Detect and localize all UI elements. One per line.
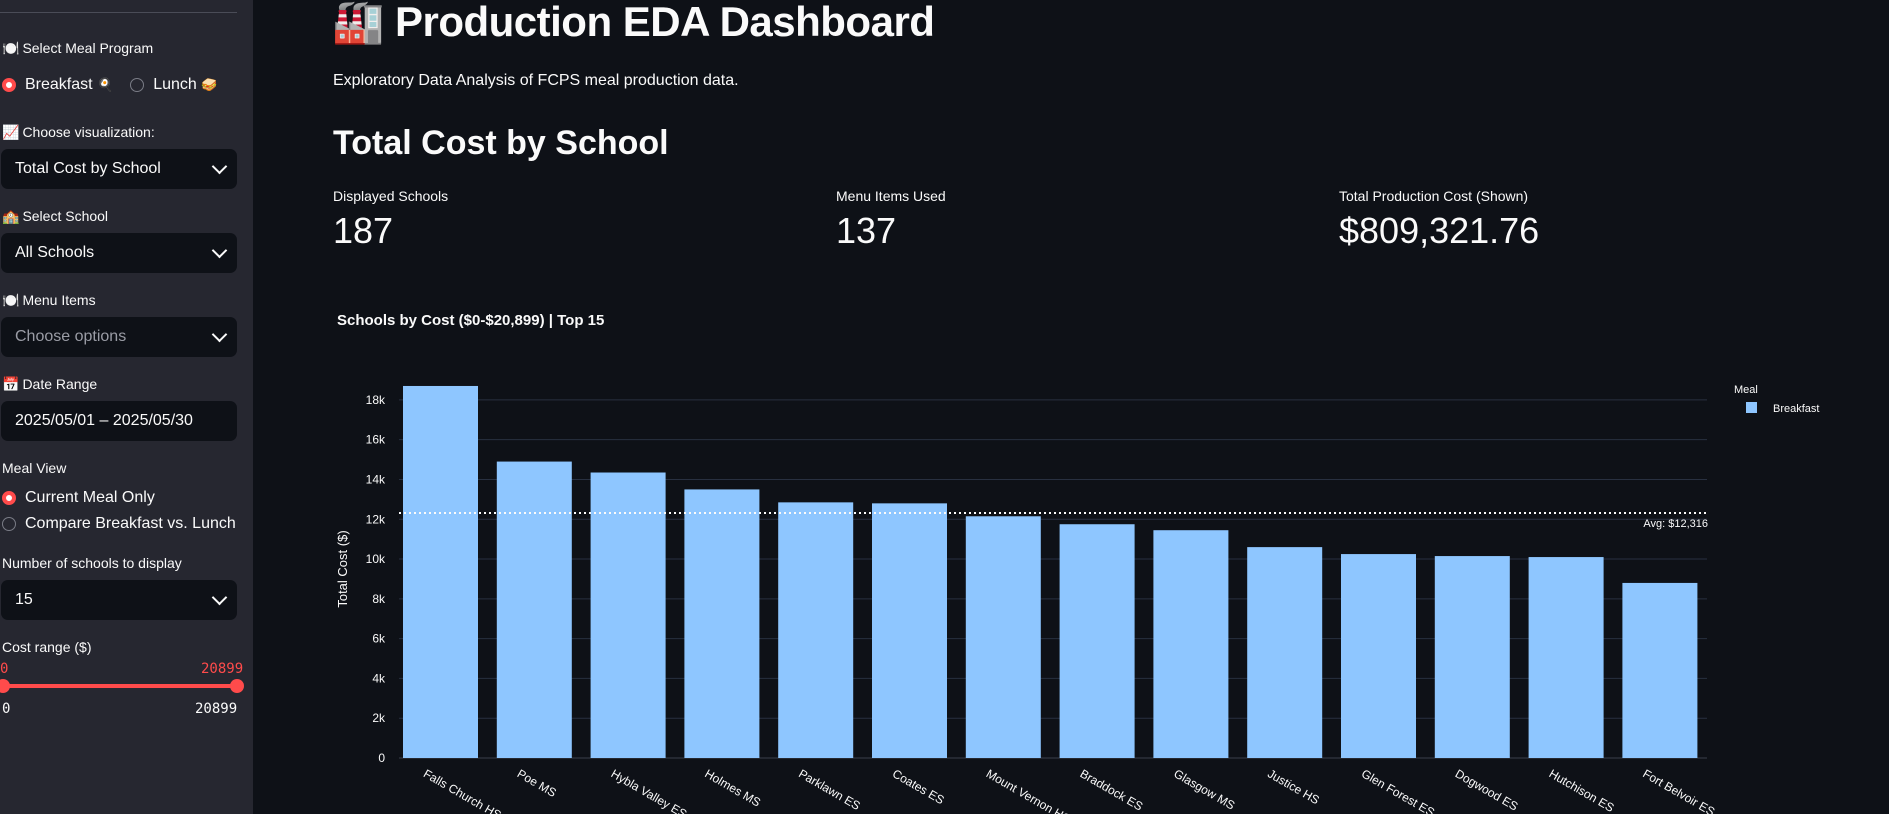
radio-lunch[interactable]: Lunch 🥪 xyxy=(130,76,217,94)
slider-max-label: 20899 xyxy=(195,701,238,717)
bar[interactable] xyxy=(1622,582,1698,758)
radio-selected-icon[interactable] xyxy=(2,78,16,92)
x-tick-label: Hutchison ES xyxy=(1547,766,1617,814)
radio-unselected-icon[interactable] xyxy=(2,517,16,531)
menu-items-label: 🍽️ Menu Items xyxy=(2,292,96,308)
x-tick-label: Mount Vernon HS xyxy=(984,766,1073,814)
legend-title: Meal xyxy=(1734,384,1758,396)
y-tick-label: 14k xyxy=(366,472,386,486)
menu-items-multiselect[interactable]: Choose options xyxy=(1,317,237,357)
page-subtitle: Exploratory Data Analysis of FCPS meal p… xyxy=(333,72,739,89)
x-tick-label: Falls Church HS xyxy=(421,766,504,814)
radio-current-meal[interactable]: Current Meal Only xyxy=(2,489,155,507)
num-schools-label: Number of schools to display xyxy=(2,555,182,571)
metric-displayed-schools-label: Displayed Schools xyxy=(333,188,449,204)
x-tick-label: Parklawn ES xyxy=(796,766,862,812)
metric-total-cost-label: Total Production Cost (Shown) xyxy=(1339,188,1529,204)
x-tick-label: Holmes MS xyxy=(702,766,763,809)
legend-swatch[interactable] xyxy=(1746,402,1757,413)
y-tick-label: 6k xyxy=(372,632,386,646)
x-tick-label: Dogwood ES xyxy=(1453,766,1521,813)
metric-menu-items-value: 137 xyxy=(836,210,897,251)
bar[interactable] xyxy=(778,502,854,758)
x-tick-label: Glasgow MS xyxy=(1171,766,1237,812)
school-select[interactable]: All Schools xyxy=(1,233,237,273)
school-label: 🏫 Select School xyxy=(2,208,109,224)
slider-low-value: 0 xyxy=(0,661,9,677)
sidebar: 🍽️ Select Meal Program Breakfast 🍳 Lunch … xyxy=(0,0,253,814)
bar[interactable] xyxy=(1059,524,1135,758)
sidebar-divider xyxy=(0,12,237,13)
bar[interactable] xyxy=(1528,557,1604,758)
page-title: 🏭 Production EDA Dashboard xyxy=(332,0,935,45)
factory-icon: 🏭 xyxy=(332,0,384,45)
y-tick-label: 12k xyxy=(366,512,386,526)
x-tick-label: Hybla Valley ES xyxy=(609,766,690,814)
section-heading: Total Cost by School xyxy=(333,124,669,162)
x-tick-label: Glen Forest ES xyxy=(1359,766,1437,814)
bar[interactable] xyxy=(1247,547,1323,758)
bar[interactable] xyxy=(403,385,478,758)
radio-compare-meals[interactable]: Compare Breakfast vs. Lunch xyxy=(2,515,236,533)
bar[interactable] xyxy=(1341,554,1416,758)
meal-program-radio-group: Breakfast 🍳 Lunch 🥪 xyxy=(2,76,234,94)
y-tick-label: 0 xyxy=(378,751,385,765)
meal-program-label: 🍽️ Select Meal Program xyxy=(2,40,154,56)
chart-icon: 📈 xyxy=(2,124,20,140)
x-tick-label: Braddock ES xyxy=(1078,766,1146,813)
x-tick-label: Fort Belvoir ES xyxy=(1640,766,1717,814)
y-tick-label: 16k xyxy=(366,433,386,447)
x-tick-label: Justice HS xyxy=(1265,766,1322,807)
metric-menu-items-label: Menu Items Used xyxy=(836,188,946,204)
slider-min-label: 0 xyxy=(2,701,11,717)
date-range-input[interactable]: 2025/05/01 – 2025/05/30 xyxy=(1,401,237,441)
x-tick-label: Poe MS xyxy=(515,766,559,799)
bar[interactable] xyxy=(872,503,947,758)
y-tick-label: 2k xyxy=(372,711,386,725)
radio-selected-icon[interactable] xyxy=(2,491,16,505)
chart-title: Schools by Cost ($0-$20,899) | Top 15 xyxy=(337,312,605,329)
y-tick-label: 18k xyxy=(366,393,386,407)
slider-low-handle[interactable] xyxy=(0,679,10,693)
bar[interactable] xyxy=(965,516,1041,758)
average-label: Avg: $12,316 xyxy=(1643,518,1708,530)
slider-high-value: 20899 xyxy=(201,661,244,677)
y-tick-label: 4k xyxy=(372,671,386,685)
y-tick-label: 8k xyxy=(372,592,386,606)
y-axis-label: Total Cost ($) xyxy=(335,530,350,607)
slider-high-handle[interactable] xyxy=(230,679,244,693)
bar[interactable] xyxy=(1434,556,1510,758)
num-schools-select[interactable]: 15 xyxy=(1,580,237,620)
bar[interactable] xyxy=(590,472,666,758)
date-range-label: 📅 Date Range xyxy=(2,376,98,392)
school-icon: 🏫 xyxy=(2,208,20,224)
egg-icon: 🍳 xyxy=(97,77,114,92)
plate-icon: 🍽️ xyxy=(2,292,20,308)
radio-breakfast[interactable]: Breakfast 🍳 xyxy=(2,76,113,94)
visualization-select[interactable]: Total Cost by School xyxy=(1,149,237,189)
meal-view-label: Meal View xyxy=(2,460,67,476)
metric-total-cost-value: $809,321.76 xyxy=(1339,210,1540,251)
metric-displayed-schools-value: 187 xyxy=(333,210,394,251)
legend-entry-breakfast[interactable]: Breakfast xyxy=(1773,403,1819,415)
bar[interactable] xyxy=(496,461,572,758)
bar[interactable] xyxy=(1153,530,1229,758)
radio-unselected-icon[interactable] xyxy=(130,78,145,92)
x-tick-label: Coates ES xyxy=(890,766,947,807)
plate-icon: 🍽️ xyxy=(2,40,20,56)
visualization-label: 📈 Choose visualization: xyxy=(2,124,155,140)
sandwich-icon: 🥪 xyxy=(201,77,218,92)
cost-range-label: Cost range ($) xyxy=(2,639,92,655)
cost-range-slider-track[interactable] xyxy=(3,684,237,688)
calendar-icon: 📅 xyxy=(2,376,20,392)
bar[interactable] xyxy=(684,489,760,758)
y-tick-label: 10k xyxy=(366,552,386,566)
